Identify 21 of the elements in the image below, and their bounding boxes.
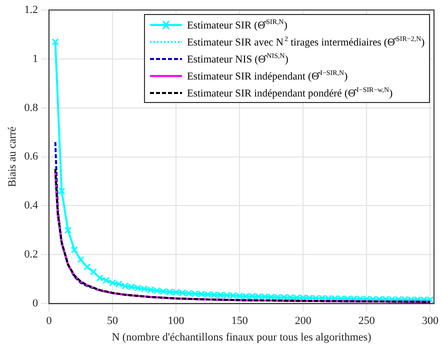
x-tick-label: 250 xyxy=(358,315,376,328)
legend-label: Estimateur SIR indépendant (Θ̂$^{I−SIR,N}$) xyxy=(187,68,348,84)
y-tick-label: 1 xyxy=(32,52,38,65)
legend-label: Estimateur SIR avec N$^{2}$ tirages intermédiaires (Θ̂$^{SIR−2,N}$) xyxy=(187,34,425,50)
x-tick-label: 0 xyxy=(46,315,52,328)
y-tick-label: 0.8 xyxy=(24,102,38,114)
x-axis-title: N (nombre d'échantillons finaux pour tous les algorithmes) xyxy=(112,331,372,344)
x-tick-label: 150 xyxy=(231,315,248,328)
y-axis-title: Biais au carré xyxy=(6,126,18,188)
x-tick-label: 100 xyxy=(168,315,185,328)
x-tick-label: 300 xyxy=(422,315,439,328)
x-tick-label: 200 xyxy=(294,315,312,328)
legend-label: Estimateur SIR (Θ̂$^{SIR,N}$) xyxy=(187,17,288,33)
x-tick-label: 50 xyxy=(106,315,118,328)
legend-label: Estimateur SIR indépendant pondéré (Θ̂$^{I−SIR−w,N}$) xyxy=(187,85,393,101)
y-tick-label: 0.2 xyxy=(24,248,38,261)
y-tick-label: 0.4 xyxy=(24,200,38,212)
legend-label: Estimateur NIS (Θ̂$^{NIS,N}$) xyxy=(187,51,288,67)
y-tick-label: 0 xyxy=(32,297,38,310)
y-tick-label: 0.6 xyxy=(24,150,38,163)
y-tick-label: 1.2 xyxy=(24,4,38,16)
